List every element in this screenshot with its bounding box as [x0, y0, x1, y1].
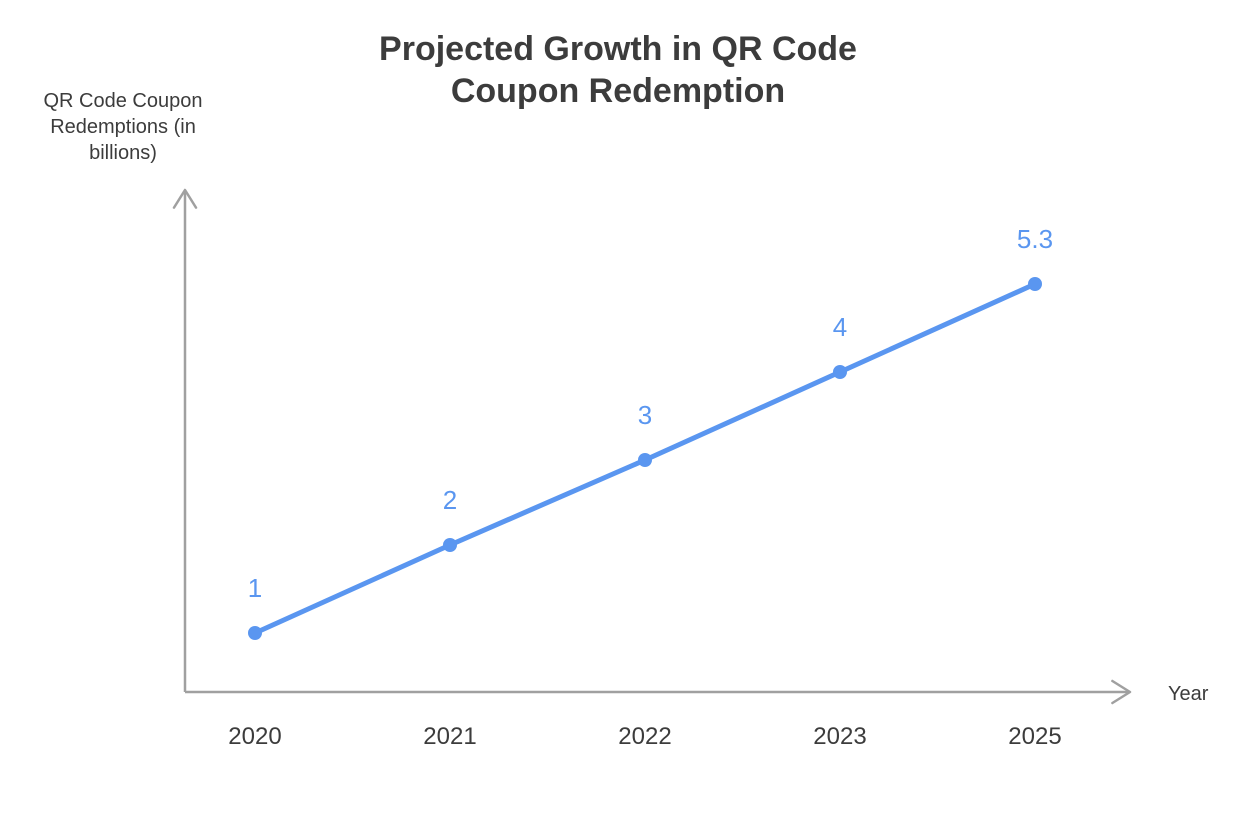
x-tick-label: 2025	[1008, 723, 1061, 750]
x-tick-label: 2021	[423, 723, 476, 750]
data-value-label: 5.3	[1017, 224, 1053, 254]
x-axis-label: Year	[1168, 683, 1209, 705]
data-marker	[638, 453, 652, 467]
data-value-label: 2	[443, 485, 457, 515]
data-marker	[248, 626, 262, 640]
data-value-label: 4	[833, 312, 847, 342]
x-tick-label: 2022	[618, 723, 671, 750]
line-chart: 1 2020 2 2021 3 2022 4 2023 5.3 2025 Year	[0, 0, 1236, 824]
x-tick-label: 2020	[228, 723, 281, 750]
data-marker	[1028, 277, 1042, 291]
data-value-label: 3	[638, 400, 652, 430]
data-value-label: 1	[248, 573, 262, 603]
data-marker	[833, 365, 847, 379]
x-tick-label: 2023	[813, 723, 866, 750]
data-marker	[443, 538, 457, 552]
